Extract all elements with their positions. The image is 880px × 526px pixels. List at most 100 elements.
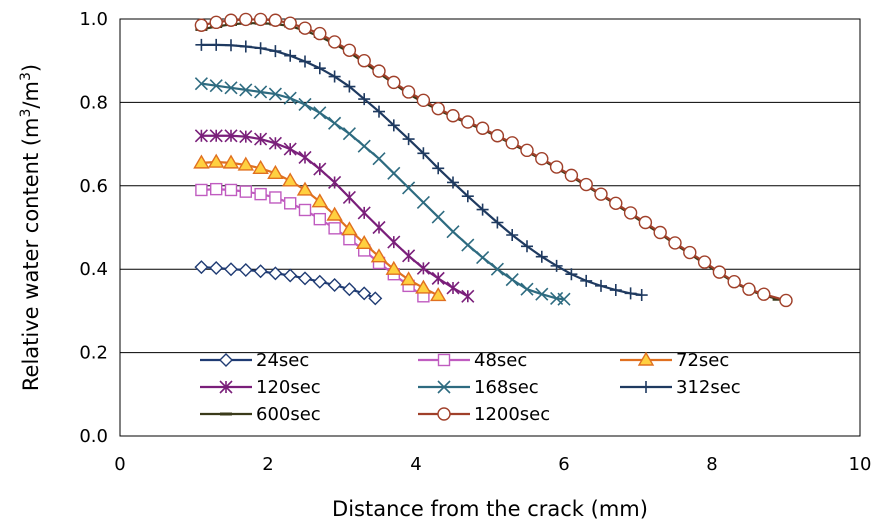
data-point-120sec	[402, 249, 416, 263]
data-point-168sec	[313, 106, 327, 120]
data-point-312sec	[387, 119, 400, 132]
series-24sec	[194, 260, 383, 306]
data-point-24sec	[312, 274, 327, 289]
data-point-72sec	[326, 206, 343, 221]
data-point-120sec	[268, 136, 282, 150]
data-point-1200sec	[757, 287, 771, 301]
data-point-168sec	[476, 250, 490, 265]
legend-marker	[437, 407, 451, 421]
data-point-48sec	[209, 182, 223, 196]
data-point-1200sec	[283, 16, 297, 30]
data-point-1200sec	[327, 35, 342, 49]
data-point-1200sec	[653, 225, 667, 240]
data-point-312sec	[461, 190, 474, 203]
data-point-72sec	[341, 221, 358, 236]
x-tick-label: 2	[262, 454, 273, 475]
data-point-48sec	[224, 183, 238, 197]
data-point-312sec	[565, 268, 578, 281]
data-point-312sec	[225, 39, 237, 52]
data-point-48sec	[298, 203, 312, 217]
data-point-1200sec	[697, 255, 712, 269]
data-point-120sec	[342, 190, 356, 205]
data-point-312sec	[609, 284, 622, 297]
legend-marker	[437, 353, 451, 367]
data-point-72sec	[311, 193, 329, 208]
y-tick-label: 0.6	[79, 176, 108, 197]
legend-marker	[437, 380, 451, 394]
data-point-312sec	[313, 62, 326, 75]
data-point-1200sec	[209, 15, 223, 30]
data-point-72sec	[385, 260, 403, 275]
data-point-1200sec	[505, 136, 519, 150]
legend-label: 168sec	[474, 377, 539, 398]
data-point-24sec	[357, 286, 372, 301]
data-point-48sec	[343, 232, 356, 246]
data-point-312sec	[269, 45, 282, 58]
x-tick-label: 0	[114, 454, 125, 475]
data-point-48sec	[284, 197, 297, 210]
data-point-48sec	[269, 191, 282, 204]
data-point-48sec	[328, 222, 341, 235]
data-point-1200sec	[490, 129, 505, 143]
legend-label: 1200sec	[474, 404, 550, 425]
data-point-1200sec	[446, 109, 460, 123]
x-tick-label: 10	[849, 454, 872, 475]
data-point-120sec	[416, 261, 430, 275]
data-point-120sec	[283, 142, 297, 156]
data-point-312sec	[624, 287, 637, 300]
data-point-312sec	[402, 133, 415, 146]
data-point-312sec	[476, 203, 489, 216]
data-point-72sec	[415, 279, 432, 294]
data-point-1200sec	[298, 21, 312, 35]
data-point-168sec	[402, 181, 416, 195]
data-point-48sec	[254, 187, 267, 201]
legend-marker	[219, 380, 233, 394]
data-point-24sec	[209, 260, 224, 275]
data-point-1200sec	[461, 115, 475, 129]
data-point-24sec	[224, 262, 238, 277]
legend-marker	[637, 351, 655, 366]
x-tick-label: 8	[706, 454, 717, 475]
data-point-168sec	[328, 116, 342, 130]
data-point-120sec	[328, 175, 342, 190]
data-point-72sec	[370, 248, 388, 263]
data-point-312sec	[491, 216, 504, 229]
data-point-312sec	[254, 42, 267, 55]
data-point-120sec	[239, 130, 253, 144]
data-point-24sec	[194, 260, 209, 275]
data-point-48sec	[195, 183, 208, 197]
data-point-168sec	[387, 166, 401, 180]
data-point-168sec	[461, 238, 475, 252]
legend-marker	[219, 353, 233, 367]
data-point-1200sec	[401, 85, 416, 99]
x-tick-label: 6	[558, 454, 569, 475]
data-point-1200sec	[387, 75, 401, 90]
data-point-72sec	[207, 153, 225, 168]
legend-item-120sec: 120sec	[200, 377, 321, 398]
data-point-120sec	[372, 220, 386, 235]
data-point-1200sec	[594, 187, 608, 201]
data-point-312sec	[328, 70, 341, 83]
data-point-312sec	[550, 259, 563, 272]
data-point-24sec	[327, 278, 342, 293]
data-point-168sec	[535, 287, 549, 301]
series-line-1200sec	[201, 18, 787, 302]
data-point-24sec	[283, 268, 298, 283]
data-point-24sec	[298, 271, 312, 286]
data-point-312sec	[535, 250, 548, 263]
x-axis-label: Distance from the crack (mm)	[332, 497, 648, 521]
series-168sec	[194, 77, 571, 306]
data-point-1200sec	[416, 93, 431, 108]
data-point-72sec	[429, 287, 447, 302]
legend-item-312sec: 312sec	[620, 377, 741, 398]
data-point-168sec	[194, 77, 208, 91]
data-point-312sec	[447, 176, 459, 189]
y-axis-label-end: )	[19, 64, 43, 72]
data-point-1200sec	[712, 265, 727, 279]
data-point-168sec	[224, 81, 238, 95]
data-point-312sec	[506, 229, 519, 242]
data-point-24sec	[253, 264, 268, 279]
data-point-1200sec	[313, 26, 327, 41]
legend-marker	[640, 381, 652, 393]
data-point-312sec	[358, 93, 371, 106]
